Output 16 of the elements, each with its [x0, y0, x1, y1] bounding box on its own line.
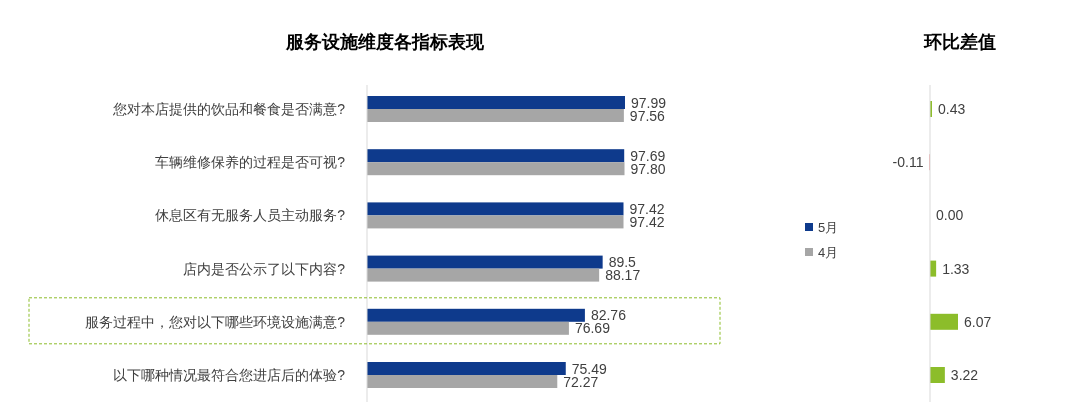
- y-tick-label: 以下哪种情况最符合您进店后的体验?: [113, 367, 346, 383]
- y-tick-label: 您对本店提供的饮品和餐食是否满意?: [112, 101, 346, 117]
- chart-title: 环比差值: [923, 32, 996, 52]
- legend-label: 5月: [818, 220, 839, 235]
- data-label: 6.07: [964, 313, 992, 330]
- data-label: 0.43: [937, 101, 966, 117]
- y-tick-label: 休息区有无服务人员主动服务?: [155, 207, 346, 224]
- data-label: -0.11: [892, 154, 924, 171]
- y-tick-label: 车辆维修保养的过程是否可视?: [155, 154, 346, 171]
- data-label: 3.22: [950, 367, 979, 383]
- data-label: 0.00: [936, 207, 964, 224]
- y-tick-label: 店内是否公示了以下内容?: [183, 260, 346, 277]
- chart-title: 服务设施维度各指标表现: [285, 32, 485, 52]
- legend-label: 4月: [818, 245, 839, 260]
- y-tick-label: 服务过程中，您对以下哪些环境设施满意?: [85, 313, 346, 330]
- data-label: 1.33: [942, 260, 970, 277]
